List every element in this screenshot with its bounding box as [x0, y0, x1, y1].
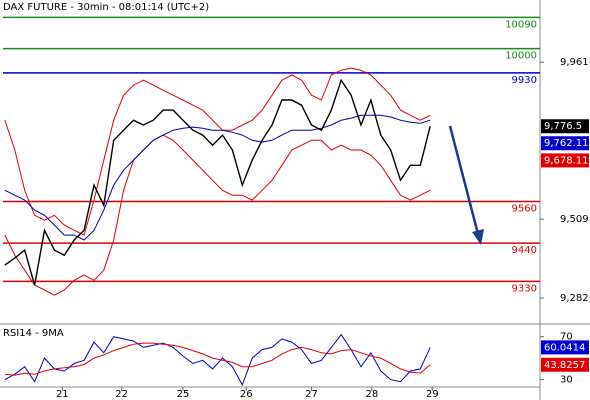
level-label: 9560	[512, 203, 537, 214]
y-tick-label: 9,509	[560, 214, 589, 225]
x-tick-label: 27	[305, 389, 318, 400]
x-tick-label: 28	[366, 389, 379, 400]
level-label: 10000	[505, 51, 537, 62]
y-tick-label: 9,961	[560, 57, 589, 68]
series-line	[4, 134, 431, 296]
value-marker	[541, 153, 589, 168]
series-line	[4, 114, 431, 241]
y-tick-label: 30	[560, 375, 573, 386]
forecast-arrow	[448, 125, 484, 245]
value-marker-label: 9,762.11	[544, 138, 589, 149]
series-line	[4, 333, 431, 387]
value-marker-label: 9,776.5	[544, 121, 582, 132]
level-label: 9440	[512, 245, 537, 256]
value-marker	[541, 136, 589, 151]
rsi-title-bg	[0, 326, 70, 339]
price-panel: 9,282 9,509 9,961 21 22 25 26 27 28 29 10090 10000 9…	[3, 16, 589, 400]
level-label: 10090	[505, 19, 537, 30]
x-tick-label: 29	[426, 389, 439, 400]
value-marker-label: 9,678.11	[544, 155, 589, 166]
value-marker-label: 60.0414	[544, 342, 585, 353]
x-tick-label: 21	[56, 389, 69, 400]
title-bg	[0, 0, 232, 14]
level-label: 9330	[512, 283, 537, 294]
x-tick-label: 22	[115, 389, 128, 400]
y-tick-label: 9,282	[560, 293, 589, 304]
series-line	[4, 78, 431, 286]
level-label: 9930	[512, 75, 537, 86]
value-marker-label: 43.8257	[544, 360, 585, 371]
y-tick-label: 70	[560, 332, 573, 343]
value-marker	[541, 119, 589, 134]
value-marker	[541, 357, 589, 372]
series-line	[4, 67, 431, 236]
value-marker	[541, 340, 589, 355]
rsi-title: RSI14 - 9MA	[3, 328, 64, 339]
x-tick-label: 26	[240, 389, 253, 400]
series-line	[4, 342, 431, 376]
chart-title: DAX FUTURE - 30min - 08:01:14 (UTC+2)	[3, 2, 209, 13]
x-tick-label: 25	[177, 389, 190, 400]
